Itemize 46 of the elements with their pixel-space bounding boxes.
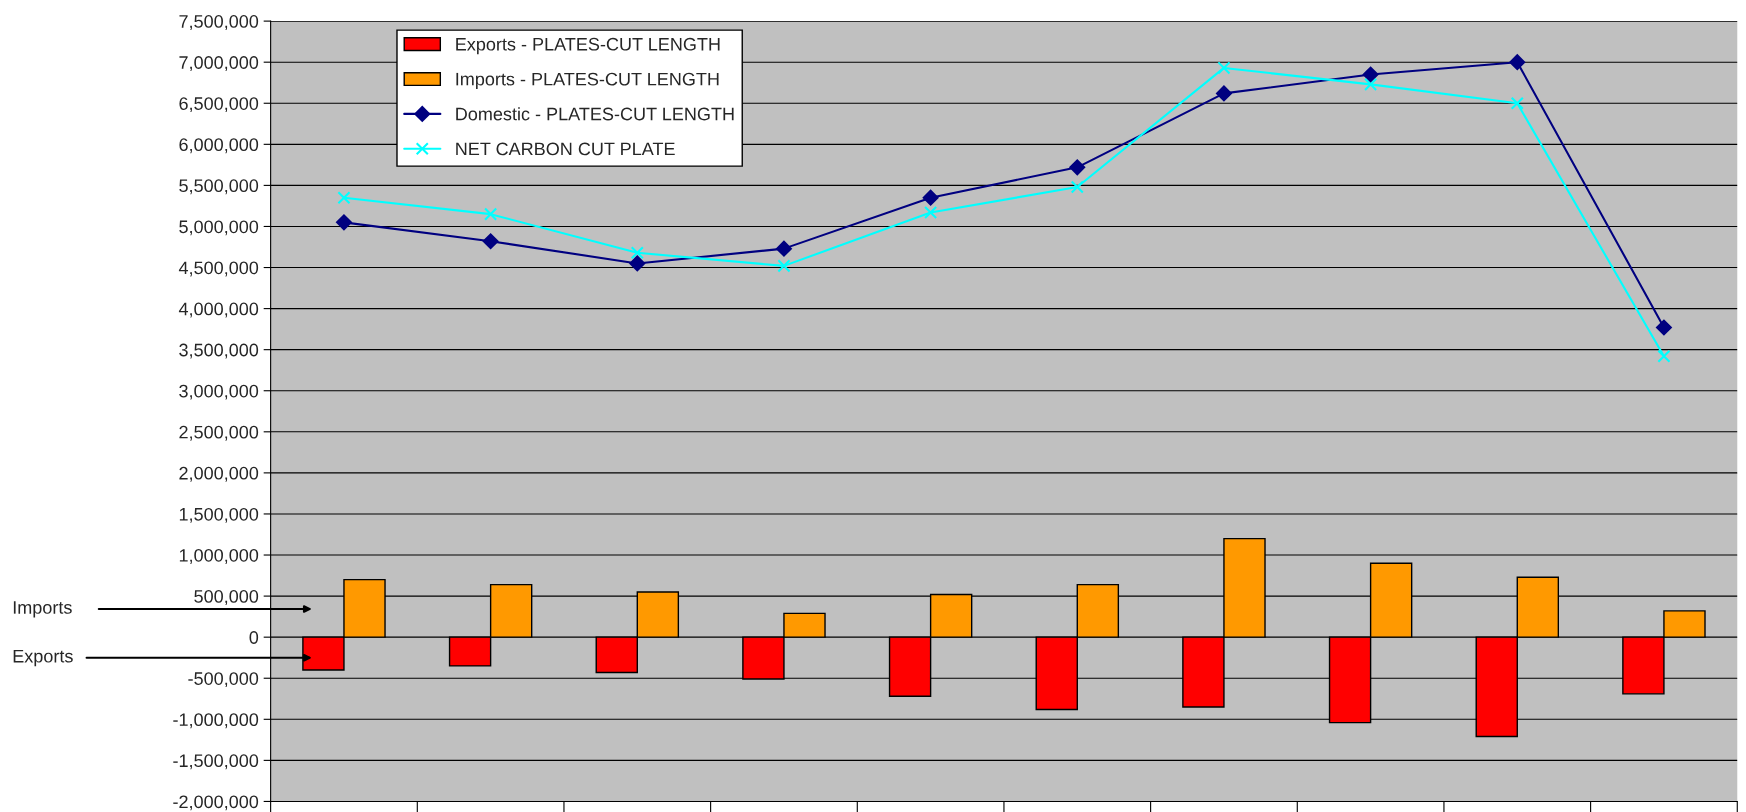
point <box>1510 96 1524 110</box>
y-tick-label: 7,000,000 <box>179 56 259 72</box>
point <box>337 191 351 205</box>
legend-label: NET CARBON CUT PLATE <box>456 142 675 156</box>
y-tick-label: 6,500,000 <box>179 97 259 113</box>
y-tick-label: 500,000 <box>194 590 259 605</box>
y-tick-label: 5,000,000 <box>179 220 259 236</box>
y-tick-label: -2,000,000 <box>173 795 259 811</box>
point <box>484 207 498 221</box>
y-tick-label: 1,500,000 <box>179 507 259 523</box>
legend-label: Exports - PLATES-CUT LENGTH <box>456 37 720 55</box>
y-tick-label: 1,000,000 <box>179 548 259 564</box>
point <box>1364 77 1378 91</box>
y-tick-label: 3,000,000 <box>179 384 259 400</box>
point <box>924 205 938 220</box>
y-tick-label: 7,500,000 <box>179 15 259 30</box>
legend-label: Imports - PLATES-CUT LENGTH <box>456 72 719 90</box>
y-tick-label: -500,000 <box>188 672 259 688</box>
y-tick-label: 4,500,000 <box>178 261 259 277</box>
text: Imports <box>13 601 72 618</box>
point <box>630 246 644 260</box>
y-tick-label: 3,500,000 <box>179 343 259 359</box>
y-tick-label: 6,000,000 <box>179 138 259 154</box>
y-tick-label: 2,500,000 <box>179 425 259 441</box>
point <box>1069 159 1086 176</box>
text: Exports <box>13 649 73 667</box>
legend-label: Domestic - PLATES-CUT LENGTH <box>456 107 734 121</box>
point <box>1070 180 1084 194</box>
y-tick-label: -1,500,000 <box>173 754 259 770</box>
point <box>1217 61 1231 75</box>
point <box>629 255 646 272</box>
point <box>776 240 792 257</box>
point <box>1362 66 1379 83</box>
y-tick-label: 5,500,000 <box>179 179 259 195</box>
y-tick-label: 2,000,000 <box>179 466 259 482</box>
point <box>1509 54 1526 71</box>
point <box>1656 319 1672 336</box>
y-tick-label: -1,000,000 <box>173 713 259 729</box>
point <box>1216 85 1232 102</box>
point <box>336 214 352 231</box>
point <box>1657 349 1671 363</box>
point <box>482 233 499 250</box>
y-tick-label: 4,000,000 <box>178 302 259 318</box>
point <box>922 189 939 206</box>
y-tick-label: 0 <box>249 631 259 644</box>
point <box>777 259 791 273</box>
